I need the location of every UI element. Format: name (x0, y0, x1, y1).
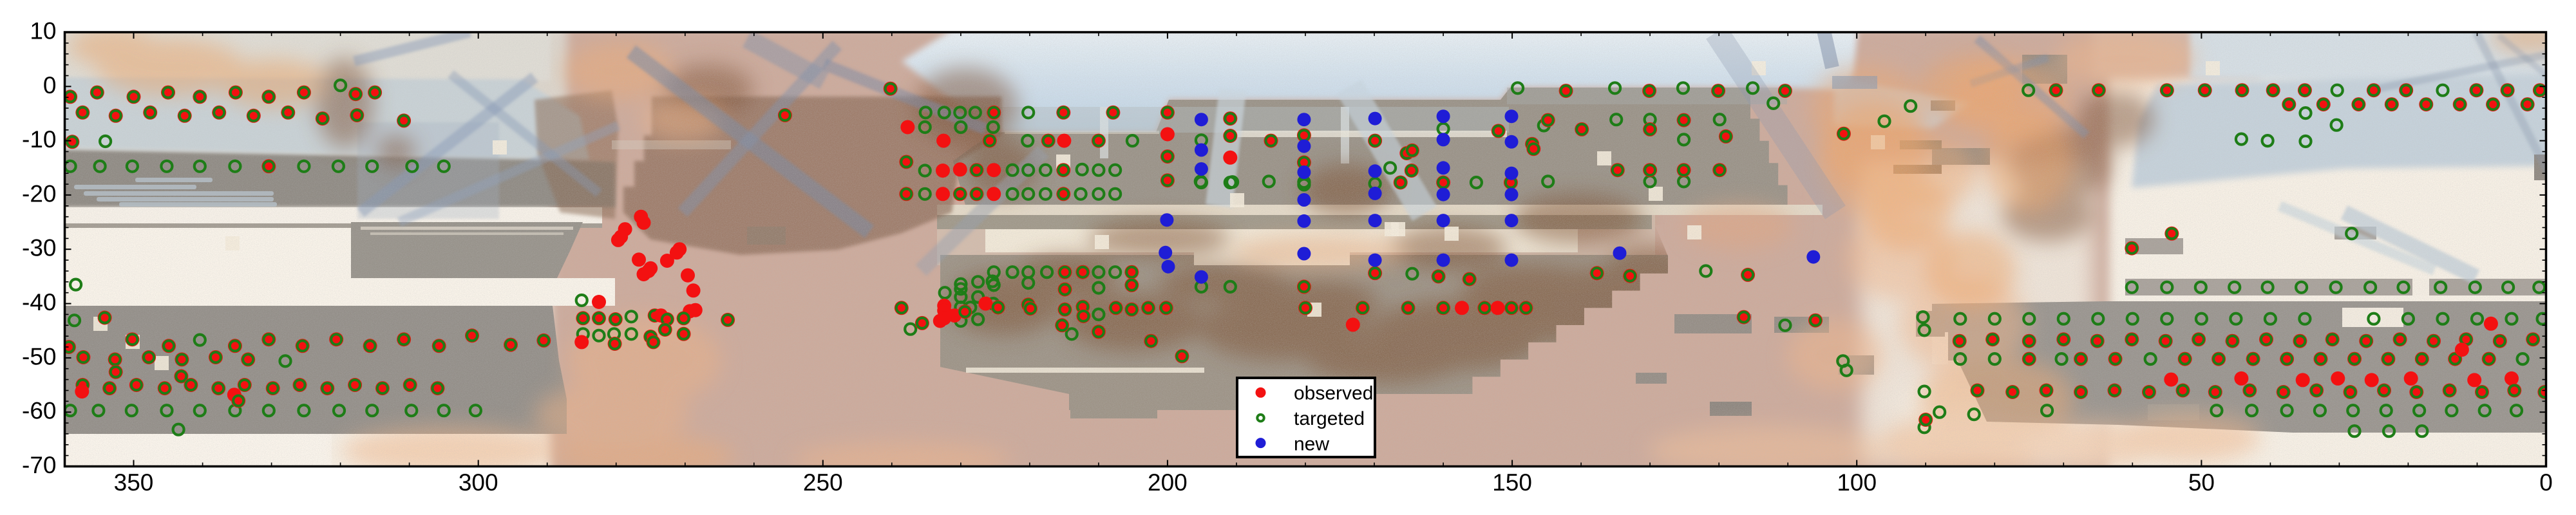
svg-text:-10: -10 (22, 126, 56, 153)
svg-text:-30: -30 (22, 235, 56, 261)
svg-text:300: 300 (459, 469, 498, 496)
svg-text:targeted: targeted (1294, 408, 1365, 429)
svg-text:new: new (1294, 433, 1329, 454)
svg-text:-20: -20 (22, 180, 56, 207)
svg-text:observed: observed (1294, 383, 1373, 404)
svg-text:50: 50 (2188, 469, 2215, 496)
svg-text:-60: -60 (22, 398, 56, 424)
svg-text:10: 10 (30, 18, 56, 44)
svg-text:-70: -70 (22, 452, 56, 478)
svg-text:0: 0 (2539, 469, 2553, 496)
svg-text:350: 350 (114, 469, 154, 496)
svg-text:250: 250 (803, 469, 843, 496)
svg-text:100: 100 (1837, 469, 1877, 496)
svg-text:0: 0 (43, 72, 57, 98)
svg-text:-40: -40 (22, 289, 56, 315)
svg-text:200: 200 (1148, 469, 1188, 496)
svg-text:150: 150 (1492, 469, 1532, 496)
svg-text:-50: -50 (22, 343, 56, 370)
